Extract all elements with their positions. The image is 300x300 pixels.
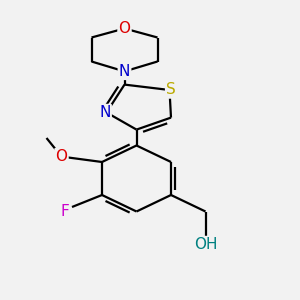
Text: O: O [56,149,68,164]
Text: N: N [119,64,130,79]
Text: O: O [118,21,130,36]
Text: OH: OH [194,237,217,252]
Text: N: N [99,105,111,120]
Text: F: F [60,204,69,219]
Text: S: S [166,82,176,98]
